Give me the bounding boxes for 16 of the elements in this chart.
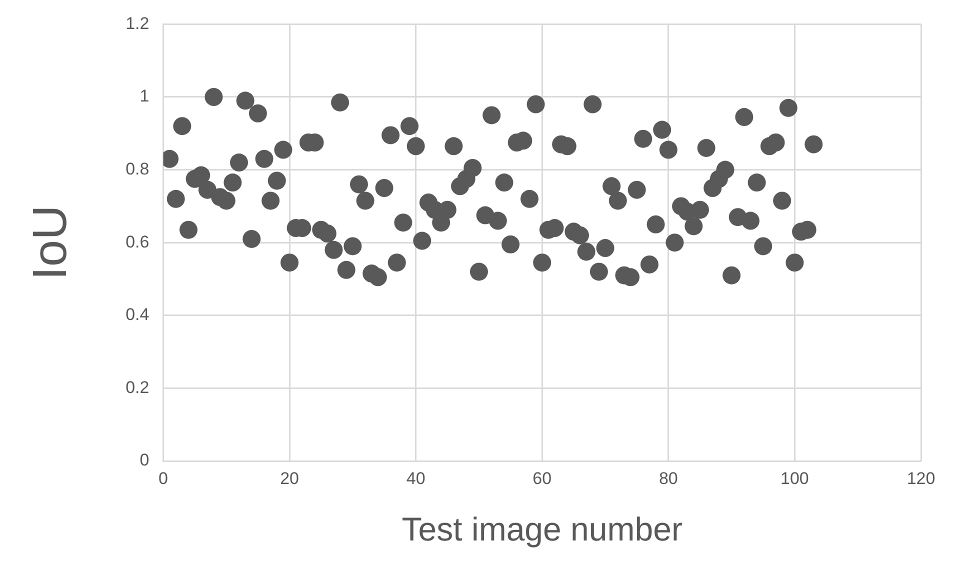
x-tick-label: 100 <box>780 468 809 488</box>
y-tick-label: 0.4 <box>126 305 150 324</box>
x-tick-label: 60 <box>532 468 552 488</box>
y-tick-label: 0.8 <box>126 159 150 178</box>
y-tick-label: 1 <box>140 86 150 106</box>
x-tick-label: 80 <box>658 468 678 488</box>
x-tick-label: 0 <box>158 468 168 488</box>
x-tick-label: 20 <box>280 468 299 488</box>
x-tick-label: 120 <box>906 468 936 488</box>
x-axis-title: Test image number <box>402 510 682 548</box>
y-tick-label: 0.2 <box>126 378 150 397</box>
y-tick-label: 0 <box>140 450 150 470</box>
x-tick-label: 40 <box>406 468 426 488</box>
y-tick-label: 1.2 <box>126 14 150 33</box>
y-tick-label: 0.6 <box>126 232 150 252</box>
y-axis-title: IoU <box>24 205 78 280</box>
